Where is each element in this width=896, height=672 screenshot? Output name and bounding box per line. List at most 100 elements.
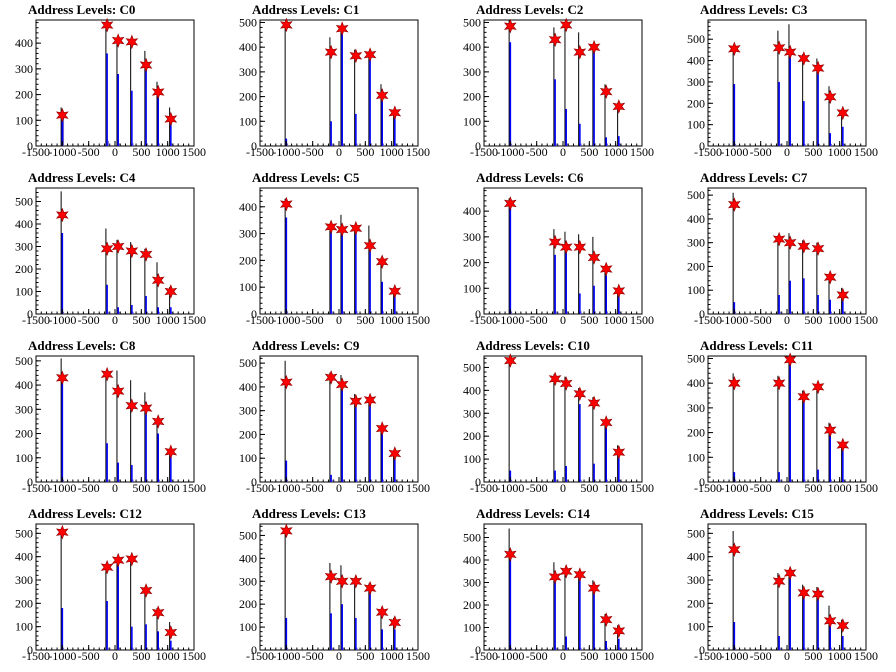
chart-title: Address Levels: C12: [28, 506, 142, 521]
plot-frame: [483, 19, 643, 147]
chart-svg: Address Levels: C70100200300400500-1500-…: [687, 170, 878, 327]
y-tick-label: 100: [239, 620, 257, 634]
chart-panel: Address Levels: C10 0 100 200 300 400 500 -1500…: [448, 336, 672, 504]
y-tick-label: 400: [463, 553, 481, 567]
y-tick-label: 200: [463, 429, 481, 443]
x-tick-label: 0: [784, 481, 790, 495]
x-tick-label: 500: [356, 481, 374, 495]
peak-marker: [783, 235, 797, 251]
peak-marker: [349, 48, 363, 64]
chart-panel: Address Levels: C5 0 100 200 300 400 -1500 -100…: [224, 168, 448, 336]
peak-marker: [559, 563, 573, 579]
peak-marker: [612, 99, 626, 114]
peak-marker: [164, 284, 178, 299]
peak-marker: [125, 398, 139, 414]
x-tick-label: 0: [112, 481, 118, 495]
y-tick-label: 500: [463, 531, 481, 545]
chart-panel: Address Levels: C14 0 100 200 300 400 500 -1500…: [448, 504, 672, 672]
peak-marker: [836, 437, 850, 453]
peak-marker: [587, 250, 601, 265]
x-tick-label: 0: [560, 313, 566, 327]
x-tick-label: 0: [112, 145, 118, 159]
x-tick-label: 500: [580, 313, 598, 327]
peak-marker: [151, 605, 165, 621]
x-tick-label: -1000: [496, 313, 524, 327]
y-tick-label: 0: [27, 307, 33, 321]
y-tick-label: 500: [15, 526, 33, 540]
peak-marker: [772, 573, 786, 589]
chart-svg: Address Levels: C13 0 100 200 300 400 500 -1500…: [239, 506, 430, 663]
y-tick-label: 500: [15, 195, 33, 209]
x-tick-label: -1500: [694, 649, 722, 663]
y-tick-label: 200: [687, 596, 705, 610]
x-tick-label: 500: [356, 313, 374, 327]
y-tick-label: 500: [463, 360, 481, 374]
peak-marker: [55, 370, 69, 386]
x-tick-label: -1000: [48, 313, 76, 327]
chart-title: Address Levels: C8: [28, 338, 136, 353]
x-tick-label: 1500: [854, 649, 878, 663]
chart-svg: Address Levels: C80100200300400500-1500-…: [15, 338, 206, 495]
peak-marker: [279, 523, 293, 539]
peak-marker: [125, 243, 139, 259]
peak-marker: [727, 41, 741, 57]
peak-marker: [503, 18, 517, 34]
peak-marker: [363, 47, 377, 62]
y-tick-label: 400: [239, 40, 257, 54]
peak-marker: [503, 353, 517, 368]
y-tick-label: 0: [251, 643, 257, 657]
x-tick-label: -1500: [470, 145, 498, 159]
peak-marker: [349, 573, 363, 589]
peak-marker: [111, 239, 125, 254]
x-tick-label: 1000: [828, 145, 852, 159]
x-tick-label: 0: [784, 313, 790, 327]
y-tick-label: 100: [239, 280, 257, 294]
y-tick-label: 100: [463, 452, 481, 466]
chart-title: Address Levels: C13: [252, 506, 366, 521]
peak-marker: [612, 444, 626, 460]
x-tick-label: 1500: [182, 481, 206, 495]
y-tick-label: 400: [239, 380, 257, 394]
x-tick-label: 1000: [380, 145, 404, 159]
peak-marker: [363, 238, 377, 253]
x-tick-label: 1500: [854, 145, 878, 159]
x-tick-label: 500: [580, 649, 598, 663]
y-tick-label: 300: [239, 227, 257, 241]
chart-title: Address Levels: C3: [700, 2, 808, 17]
y-tick-label: 100: [15, 620, 33, 634]
y-tick-label: 100: [687, 620, 705, 634]
x-tick-label: 500: [356, 649, 374, 663]
peak-marker: [573, 239, 587, 255]
peak-marker: [612, 283, 626, 299]
x-tick-label: -1500: [694, 313, 722, 327]
peak-marker: [125, 34, 139, 50]
peak-marker: [111, 33, 125, 48]
x-tick-label: -500: [78, 145, 100, 159]
y-tick-label: 400: [239, 551, 257, 565]
x-tick-label: 0: [784, 649, 790, 663]
peak-marker: [164, 111, 178, 127]
chart-title: Address Levels: C6: [476, 170, 584, 185]
y-tick-label: 400: [687, 212, 705, 226]
x-tick-label: -500: [526, 313, 548, 327]
y-tick-label: 100: [687, 283, 705, 297]
x-tick-label: 1500: [630, 313, 654, 327]
peak-marker: [164, 444, 178, 460]
x-tick-label: -500: [750, 313, 772, 327]
peak-marker: [772, 375, 786, 391]
x-tick-label: -1500: [470, 481, 498, 495]
peak-marker: [100, 17, 114, 33]
peak-marker: [573, 567, 587, 582]
chart-panel: Address Levels: C12 0 100 200 300 400 500 -1500…: [0, 504, 224, 672]
x-tick-label: 1500: [630, 481, 654, 495]
y-tick-label: 300: [687, 401, 705, 415]
x-tick-label: 500: [804, 313, 822, 327]
x-tick-label: 500: [580, 481, 598, 495]
peak-marker: [324, 370, 338, 385]
y-tick-label: 0: [27, 139, 33, 153]
x-tick-label: 0: [336, 481, 342, 495]
x-tick-label: 500: [132, 481, 150, 495]
chart-svg: Address Levels: C6 0 100 200 300 400 -1500-100…: [463, 170, 654, 327]
chart-title: Address Levels: C1: [252, 2, 359, 17]
x-tick-label: 1500: [182, 145, 206, 159]
